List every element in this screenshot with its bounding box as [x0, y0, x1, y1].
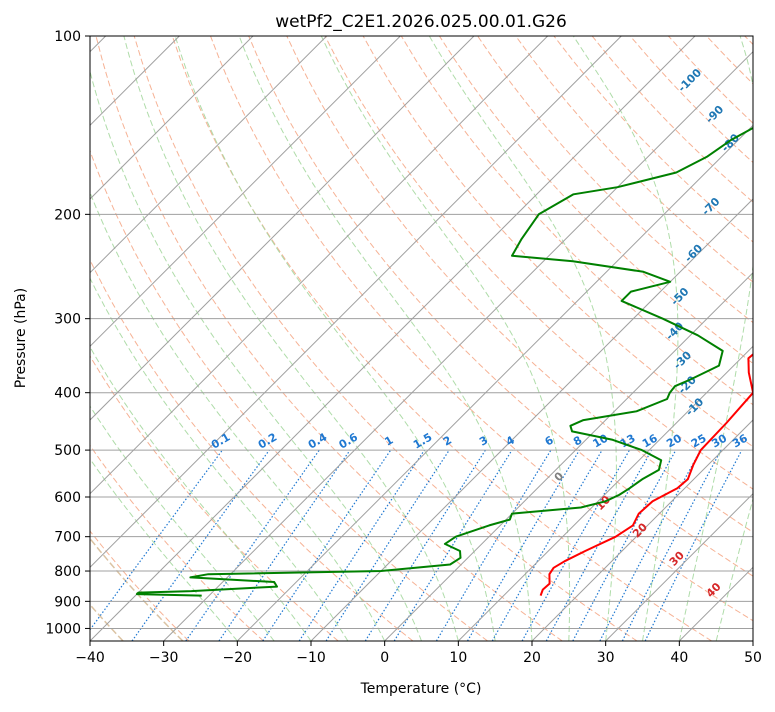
- mixing-ratio-line: [621, 449, 722, 641]
- temperature-profile-line: [539, 353, 753, 596]
- x-tick-label: 40: [670, 650, 688, 666]
- moist-adiabat-line: [90, 458, 238, 641]
- moist-adiabat-line: [678, 36, 753, 641]
- moist-adiabat-line: [428, 36, 617, 641]
- chart-title: wetPf2_C2E1.2026.025.00.01.G26: [275, 12, 567, 32]
- axes: −40 −30 −20 −10 0 10 20 30 40 50 100 200 300 400 500 60…: [45, 29, 762, 666]
- x-tick-label: 20: [523, 650, 541, 666]
- isotherm-line: [236, 124, 753, 641]
- isotherm-line: [90, 36, 696, 641]
- plot-frame: [89, 35, 754, 642]
- moist-adiabat-line: [90, 191, 386, 641]
- isotherm-line: [90, 36, 254, 200]
- isotherm-line: [90, 36, 549, 495]
- x-axis-label: Temperature (°C): [360, 681, 482, 697]
- dry-adiabat-line: [248, 36, 753, 577]
- y-tick-label: 300: [54, 312, 81, 328]
- isotherm-line: [605, 492, 753, 641]
- dry-adiabat-line: [362, 36, 753, 448]
- moist-adiabat-line: [320, 36, 571, 641]
- x-tick-label: −20: [223, 650, 253, 666]
- mixing-ratio-line: [218, 449, 351, 641]
- mixing-ratio-line: [298, 449, 425, 641]
- y-tick-label: 500: [54, 443, 81, 459]
- isotherm-line: [90, 36, 401, 348]
- plot-background: [90, 36, 753, 641]
- mixing-ratio-line: [185, 449, 320, 641]
- mixing-ratio-line: [599, 449, 702, 641]
- x-tick-label: −30: [149, 650, 179, 666]
- moist-adiabat-line: [90, 405, 275, 641]
- isotherm-line: [90, 36, 622, 569]
- y-tick-label: 100: [54, 29, 81, 45]
- mixing-ratio-line: [393, 449, 513, 641]
- dry-adiabat-line: [95, 36, 563, 641]
- dry-adiabat-line: [90, 355, 339, 641]
- moist-adiabat-line: [123, 36, 459, 641]
- isotherm-line: [90, 36, 328, 274]
- y-tick-label: 200: [54, 207, 81, 223]
- mixing-ratio-line: [131, 449, 270, 641]
- mixing-ratio-line: [644, 449, 743, 641]
- moist-adiabat-line: [90, 346, 312, 641]
- isotherm-line: [531, 419, 753, 641]
- y-tick-label: 600: [54, 490, 81, 506]
- dry-adiabat-line: [171, 36, 712, 641]
- dry-adiabat-line: [90, 149, 488, 641]
- x-tick-label: −40: [75, 650, 105, 666]
- y-axis-label: Pressure (hPa): [13, 288, 29, 388]
- dry-adiabat-line: [324, 36, 753, 490]
- moist-adiabat-line: [174, 36, 496, 641]
- moist-adiabat-line: [90, 277, 349, 641]
- mixing-ratio-line: [325, 449, 450, 641]
- y-tick-label: 900: [54, 594, 81, 610]
- isotherm-line: [163, 50, 753, 641]
- mixing-ratio-line: [364, 449, 486, 641]
- x-tick-label: 30: [597, 650, 615, 666]
- mixing-ratio-line: [521, 449, 631, 641]
- x-tick-label: 0: [380, 650, 389, 666]
- y-tick-label: 800: [54, 564, 81, 580]
- mixing-ratio-line: [545, 449, 653, 641]
- sounding-profiles: [135, 126, 753, 597]
- y-tick-label: 400: [54, 386, 81, 402]
- x-tick-label: 10: [449, 650, 467, 666]
- mixing-ratio-line: [262, 449, 392, 641]
- y-tick-label: 700: [54, 530, 81, 546]
- mixing-ratio-line: [435, 449, 552, 641]
- background-lines: [90, 36, 753, 641]
- x-tick-label: 50: [744, 650, 762, 666]
- isotherm-line: [90, 36, 475, 421]
- isotherm-line: [384, 271, 753, 641]
- mixing-ratio-line: [90, 449, 223, 631]
- y-tick-label: 1000: [45, 621, 81, 637]
- mixing-ratio-line: [572, 449, 677, 641]
- dry-adiabat-line: [400, 36, 753, 406]
- moist-adiabat-line: [90, 69, 422, 641]
- x-tick-label: −10: [296, 650, 326, 666]
- isotherm-line: [310, 198, 753, 641]
- moist-adiabat-line: [238, 36, 533, 641]
- isotherm-line: [457, 345, 753, 641]
- dry-adiabat-line: [477, 36, 753, 324]
- moist-adiabat-line: [572, 36, 679, 641]
- dewpoint-profile-line: [135, 126, 753, 597]
- dry-adiabat-line: [209, 36, 753, 622]
- dry-adiabat-line: [90, 530, 190, 641]
